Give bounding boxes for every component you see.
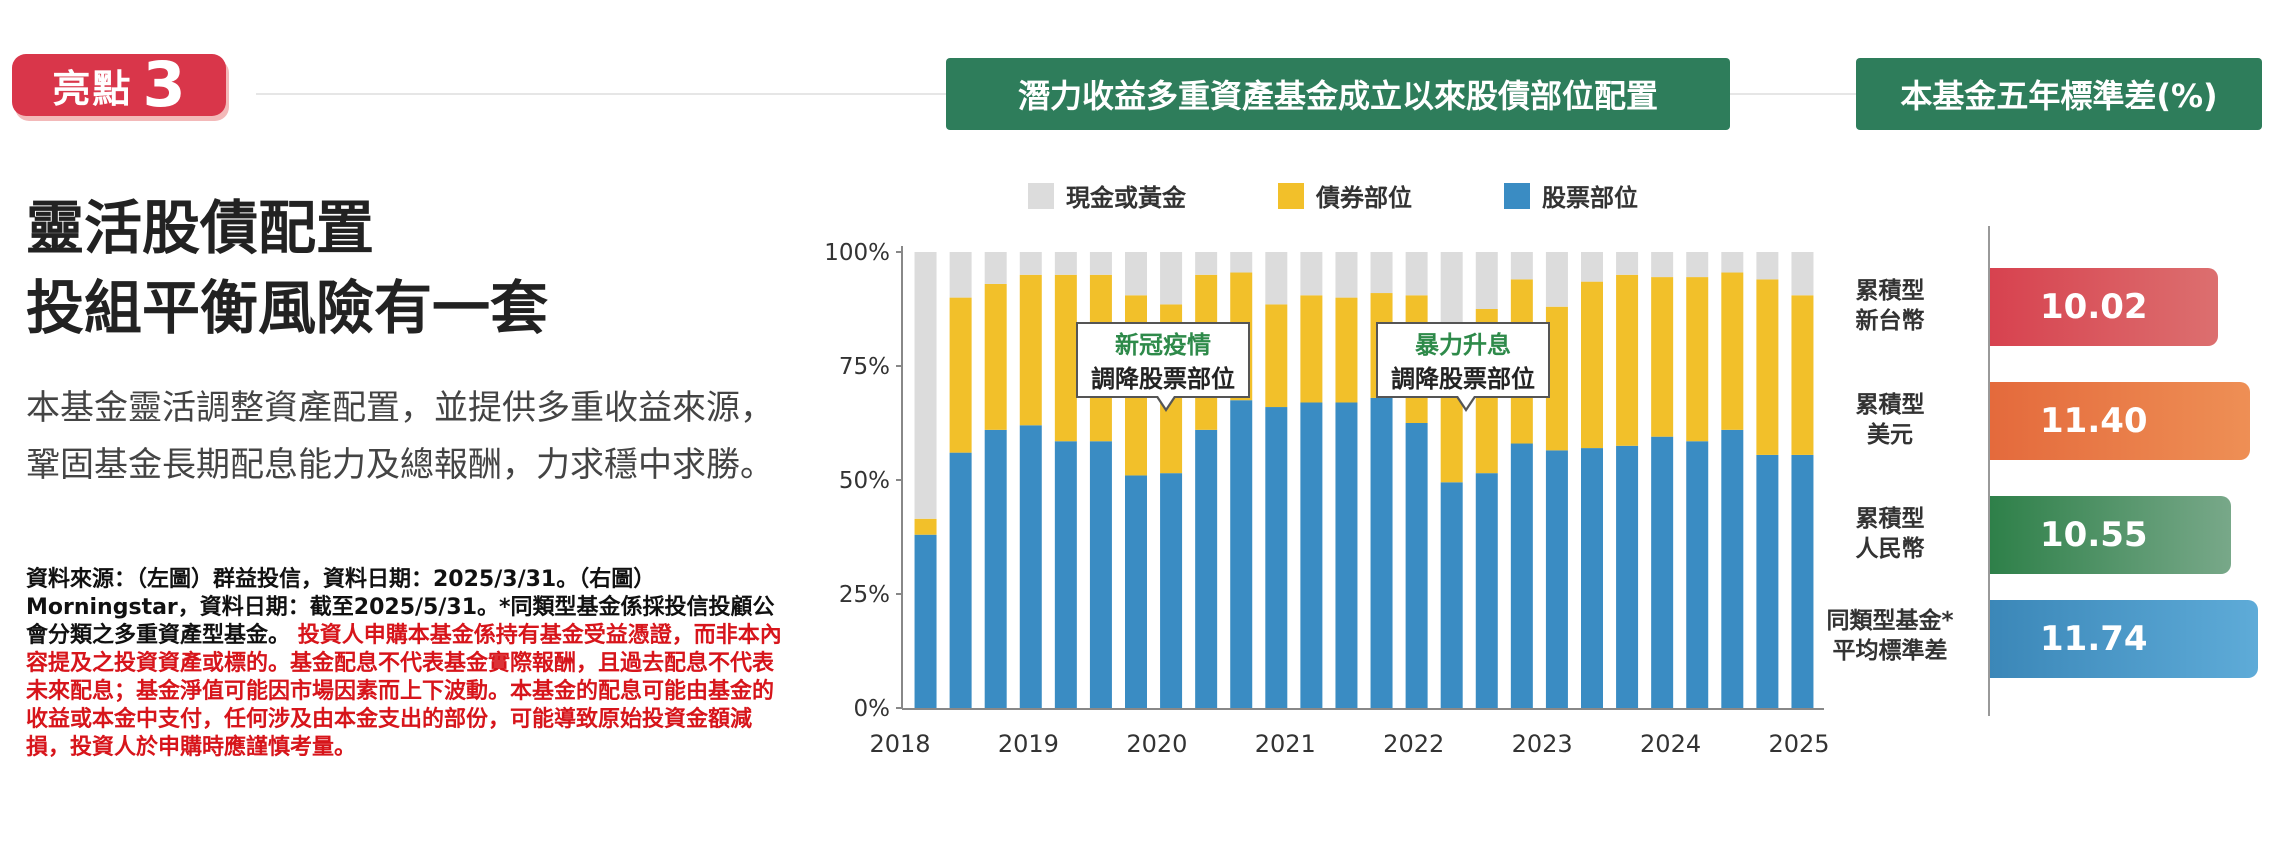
sd-label-2: 累積型 人民幣: [1800, 504, 1980, 564]
source-text: 資料來源：（左圖）群益投信，資料日期：2025/3/31。（右圖）Morning…: [26, 567, 775, 648]
legend-label-bond: 債券部位: [1316, 184, 1412, 212]
sd-label-line1-3: 同類型基金*: [1826, 608, 1954, 634]
badge-label: 亮點: [52, 66, 133, 111]
sd-label-line2-1: 美元: [1867, 422, 1913, 448]
sd-bar-1: 11.40: [1990, 382, 2250, 460]
x-tick-label-2023: 2023: [1512, 730, 1573, 758]
chart-header: 潛力收益多重資產基金成立以來股債部位配置: [946, 58, 1730, 130]
sd-label-line2-2: 人民幣: [1855, 536, 1925, 562]
sd-bar-2: 10.55: [1990, 496, 2231, 574]
headline-line2: 投組平衡風險有一套: [26, 274, 549, 342]
sd-value-0: 10.02: [2040, 287, 2148, 327]
legend-item-stock: 股票部位: [1504, 178, 1638, 213]
callout-covid-title: 新冠疫情: [1115, 331, 1211, 359]
sd-label-line2-3: 平均標準差: [1832, 638, 1948, 664]
x-tick-label-2021: 2021: [1255, 730, 1316, 758]
sd-label-line2-0: 新台幣: [1855, 308, 1925, 334]
highlight-badge: 亮點 3: [12, 54, 226, 116]
x-tick-label-2025: 2025: [1768, 730, 1829, 758]
callout-rate-hike-title: 暴力升息: [1415, 331, 1511, 359]
x-tick-label-2024: 2024: [1640, 730, 1701, 758]
source-note: 資料來源：（左圖）群益投信，資料日期：2025/3/31。（右圖）Morning…: [26, 566, 794, 762]
y-tick-label-0: 0%: [854, 696, 891, 722]
sd-header: 本基金五年標準差(%): [1856, 58, 2262, 130]
legend-item-bond: 債券部位: [1278, 178, 1412, 213]
sd-label-1: 累積型 美元: [1800, 390, 1980, 450]
disclaimer-text: 投資人申購本基金係持有基金受益憑證，而非本內容提及之投資資產或標的。基金配息不代…: [26, 623, 782, 760]
callout-rate-hike: 暴力升息 調降股票部位: [1376, 322, 1550, 412]
callout-covid-text: 調降股票部位: [1091, 365, 1235, 393]
badge-number: 3: [142, 48, 186, 121]
sd-label-line1-0: 累積型: [1855, 278, 1925, 304]
sd-label-0: 累積型 新台幣: [1800, 276, 1980, 336]
sd-value-1: 11.40: [2040, 401, 2148, 441]
sd-row-3: 同類型基金* 平均標準差 11.74: [0, 600, 2280, 678]
sd-label-3: 同類型基金* 平均標準差: [1800, 606, 1980, 666]
sd-row-1: 累積型美元 11.40: [0, 382, 2280, 460]
x-tick-label-2022: 2022: [1383, 730, 1444, 758]
callout-covid-pointer-fill: [1158, 396, 1174, 408]
sd-label-line1-1: 累積型: [1855, 392, 1925, 418]
sd-axis-line: [1988, 226, 1990, 716]
legend-swatch-cash: [1028, 182, 1054, 209]
sd-row-2: 累積型人民幣 10.55: [0, 496, 2280, 574]
description: 本基金靈活調整資產配置，並提供多重收益來源，鞏固基金長期配息能力及總報酬，力求穩…: [26, 388, 774, 485]
x-tick-label-2018: 2018: [869, 730, 930, 758]
legend-swatch-stock: [1504, 182, 1530, 209]
legend-label-stock: 股票部位: [1542, 184, 1638, 212]
legend-item-cash: 現金或黃金: [1028, 178, 1186, 213]
headline-line1: 靈活股債配置: [26, 194, 375, 262]
callout-covid: 新冠疫情 調降股票部位: [1076, 322, 1250, 412]
y-tick-label-2: 50%: [839, 468, 890, 494]
chart-legend: 現金或黃金 債券部位 股票部位: [1028, 178, 1730, 213]
x-tick-label-2019: 2019: [998, 730, 1059, 758]
header-rule-left: [256, 93, 946, 95]
sd-value-3: 11.74: [2040, 619, 2148, 659]
sd-row-0: 累積型新台幣 10.02: [0, 268, 2280, 346]
headline: 靈活股債配置 投組平衡風險有一套: [26, 188, 548, 348]
x-tick-label-2020: 2020: [1126, 730, 1187, 758]
sd-bar-3: 11.74: [1990, 600, 2258, 678]
y-tick-label-4: 100%: [824, 240, 890, 266]
sd-bar-0: 10.02: [1990, 268, 2218, 346]
sd-value-2: 10.55: [2040, 515, 2148, 555]
y-tick-label-3: 75%: [839, 354, 890, 380]
callout-rate-hike-text: 調降股票部位: [1391, 365, 1535, 393]
legend-swatch-bond: [1278, 182, 1304, 209]
header-rule-mid: [1730, 93, 1856, 95]
callout-rate-hike-pointer-fill: [1458, 396, 1474, 408]
legend-label-cash: 現金或黃金: [1066, 184, 1186, 212]
sd-label-line1-2: 累積型: [1855, 506, 1925, 532]
